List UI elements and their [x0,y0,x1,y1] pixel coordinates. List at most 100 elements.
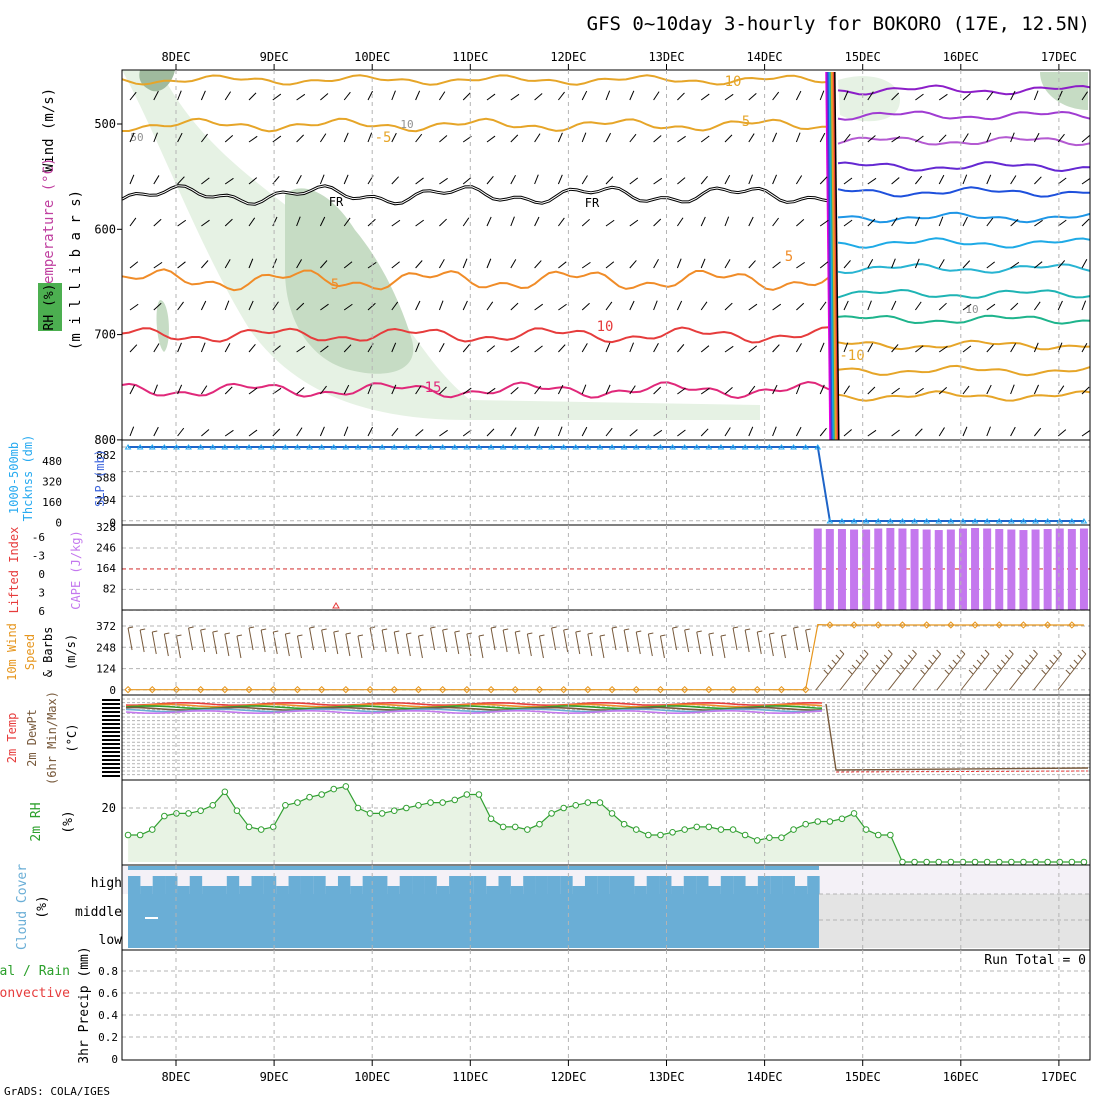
wind-barb [606,133,611,142]
wind-barb [654,259,659,268]
wind-barb [796,343,801,352]
surface-wind-barb [249,627,254,628]
contour-label: -5 [375,130,392,146]
surface-wind-barb [864,650,868,654]
axis-label: (m i l l i b a r s) [68,190,84,350]
wind-barb [796,262,804,268]
contour-label: -10 [839,348,864,364]
cloud-high-bar [696,876,708,894]
surface-wind-barb [781,635,786,636]
y-tick-label: 0.8 [98,965,118,978]
surface-wind-barb [806,629,811,630]
wind-barb [558,218,564,226]
cape-bar [959,529,967,610]
rh2m-marker [585,800,591,806]
wind-barb [392,220,400,226]
rh2m-marker [984,859,990,865]
rh2m-marker [186,811,192,817]
cloud-high-bar [523,876,535,894]
rh2m-marker [803,821,809,827]
surface-wind-barb [600,635,605,636]
cloud-high-bar [128,876,140,894]
rh2m-marker [258,827,264,833]
surface-wind-barb [1025,660,1029,664]
wind-barb [606,428,612,436]
rh2m-marker [210,803,216,809]
contour-label: 5 [785,249,793,265]
cape-bar [1032,530,1040,610]
wind-barb [558,133,562,142]
cloud-high-bar [647,876,659,894]
rh2m-marker [646,832,652,838]
rh2m-marker [379,811,385,817]
y-tick-label: 372 [96,620,116,633]
wind-barb [892,301,896,310]
surface-wind-barb [824,670,828,674]
cape-bar [886,528,894,610]
rh2m-marker [694,824,700,830]
cloud-high-bar [597,876,609,894]
surface-wind-barb [406,634,410,656]
cloud-high-bar [239,886,251,894]
wind-barb [844,430,852,436]
wind-barb [297,428,302,436]
x-tick-label-top: 14DEC [747,50,783,64]
wind-barb [677,136,685,142]
rh2m-marker [404,805,410,811]
footer-credit: GrADS: COLA/IGES [4,1085,110,1098]
surface-wind-barb [515,631,520,632]
wind-barb [558,345,565,352]
surface-wind-barb [576,631,581,632]
x-tick-label-bottom: 10DEC [354,1070,390,1084]
x-tick-label-bottom: 8DEC [162,1070,191,1084]
axis-label: Total / Rain [0,964,70,979]
lifted-index-marker [333,603,339,608]
temp-contour-line [122,75,829,85]
cloud-high-bar [252,876,264,894]
cloud-high-bar [177,886,189,894]
surface-wind-barb [515,632,519,654]
wind-barb [487,302,493,310]
wind-barb [439,92,444,100]
wind-barb [820,91,824,100]
wind-barb [487,176,493,184]
y-tick-label: 480 [42,455,62,468]
wind-barb [392,428,398,436]
contour-label: 5 [331,277,339,293]
surface-wind-barb [370,628,374,650]
wind-barb [487,346,495,352]
wind-barb [535,261,542,268]
rh2m-marker [609,811,615,817]
surface-wind-barb [382,630,386,652]
cloud-high-bar [708,886,720,894]
wind-barb [392,91,396,100]
wind-barb [939,259,944,268]
wind-barb [178,302,184,310]
wind-barb [249,93,256,100]
wind-barb [558,427,562,436]
cloud-high-bar [375,876,387,894]
wind-barb [130,345,137,352]
surface-wind-barb [467,633,472,634]
temp-contour-line [838,290,1090,298]
wind-barb [725,135,732,142]
wind-barb [558,92,564,100]
rh2m-marker [525,827,531,833]
wind-barb [630,430,638,436]
surface-wind-barb [479,635,484,636]
wind-barb [154,343,159,352]
surface-wind-barb [418,635,423,636]
wind-barb [582,385,586,394]
wind-barb [344,427,348,436]
cape-bar [1068,529,1076,610]
wind-barb [796,219,803,226]
cloud-high-bar [671,886,683,894]
wind-barb [939,428,944,436]
surface-wind-barb [261,629,266,630]
wind-barb [511,387,519,394]
surface-wind-barb [491,628,495,650]
rh2m-marker [815,819,821,825]
wind-barb [868,178,876,184]
wind-barb [606,220,614,226]
wind-barb [677,93,684,100]
